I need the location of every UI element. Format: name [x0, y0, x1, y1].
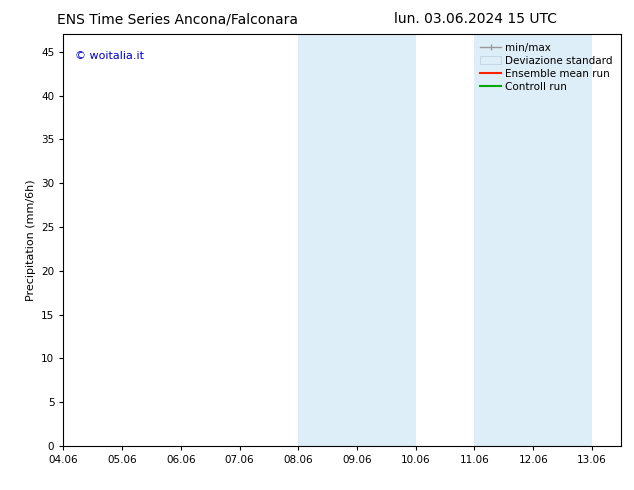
Bar — [299, 34, 416, 446]
Text: © woitalia.it: © woitalia.it — [75, 51, 143, 61]
Legend: min/max, Deviazione standard, Ensemble mean run, Controll run: min/max, Deviazione standard, Ensemble m… — [477, 40, 616, 95]
Bar — [474, 34, 592, 446]
Y-axis label: Precipitation (mm/6h): Precipitation (mm/6h) — [25, 179, 36, 301]
Text: lun. 03.06.2024 15 UTC: lun. 03.06.2024 15 UTC — [394, 12, 557, 26]
Text: ENS Time Series Ancona/Falconara: ENS Time Series Ancona/Falconara — [57, 12, 298, 26]
